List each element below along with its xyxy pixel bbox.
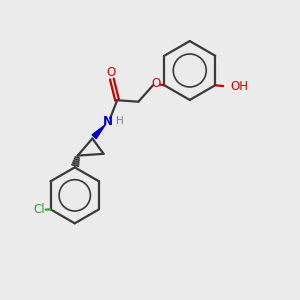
Text: Cl: Cl (34, 203, 45, 216)
Text: O: O (106, 66, 116, 79)
Text: H: H (116, 116, 124, 126)
Text: OH: OH (231, 80, 249, 93)
Text: O: O (152, 77, 160, 90)
Polygon shape (92, 125, 105, 139)
Text: N: N (103, 115, 113, 128)
